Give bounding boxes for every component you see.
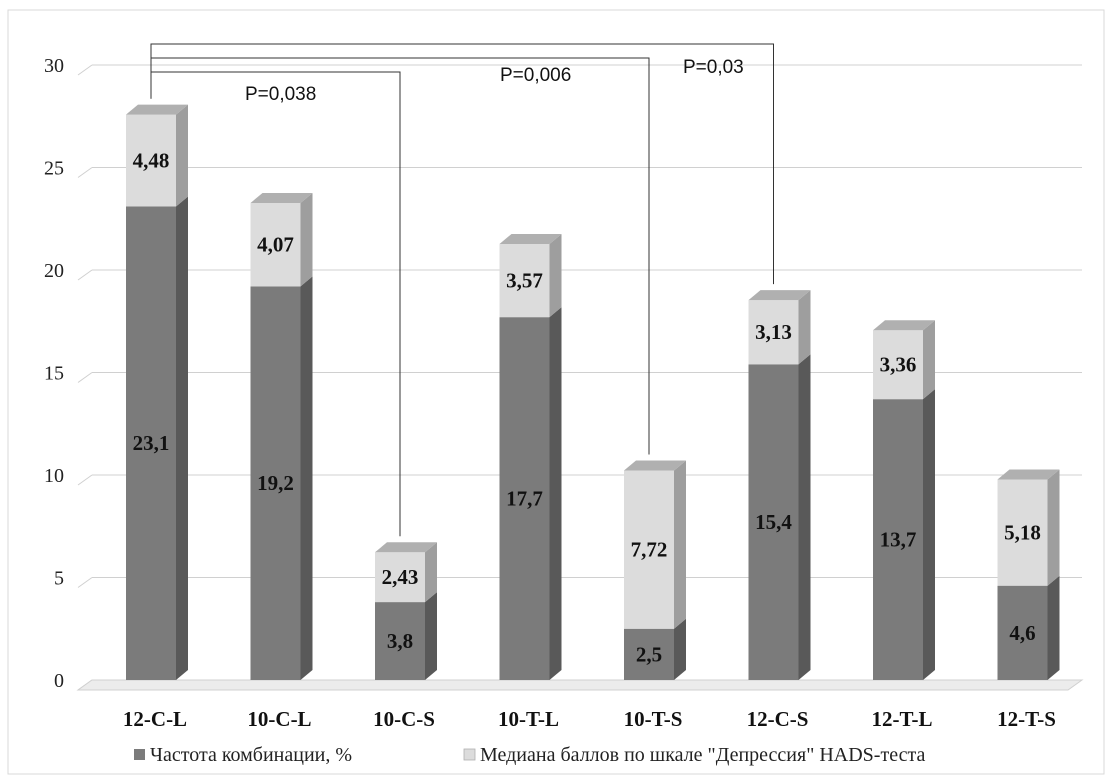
bar-depression-median-side — [425, 542, 437, 603]
bar-depression-median — [499, 243, 550, 318]
gridline-diagonal — [77, 64, 93, 76]
category-label: 12-C-S — [747, 707, 809, 731]
bar-depression-median-top — [873, 320, 935, 331]
data-label-frequency: 17,7 — [506, 487, 543, 511]
chart-floor — [76, 679, 1084, 691]
p-value-label: P=0,038 — [245, 84, 316, 105]
bar-frequency — [624, 628, 674, 680]
bar-frequency-side — [923, 389, 935, 680]
y-axis-ticks: 0 5 10 15 20 25 30 — [44, 55, 64, 692]
legend-label-depression: Медиана баллов по шкале "Депрессия" HADS… — [480, 744, 925, 766]
significance-bracket — [150, 43, 774, 285]
legend: Частота комбинации, % Медиана баллов по ш… — [134, 744, 925, 766]
data-label-frequency: 15,4 — [755, 510, 792, 534]
floor-plane — [76, 679, 1084, 691]
data-labels: 23,1 4,48 19,2 4,07 3,8 2,43 17,7 3,57 2,5 7,72 15… — [133, 149, 1041, 667]
bar-depression-median-top — [997, 469, 1060, 480]
bar-depression-median — [126, 114, 176, 207]
y-tick-label: 25 — [44, 158, 64, 180]
category-label: 10-T-S — [624, 707, 683, 731]
gridline-diagonal — [77, 372, 93, 383]
bar-depression-median — [748, 300, 799, 365]
bar-depression-median-top — [250, 192, 313, 203]
bar-frequency-side — [549, 307, 562, 680]
bars — [126, 104, 1060, 680]
bar-depression-median-side — [549, 233, 562, 318]
bar-depression-median-side — [176, 104, 188, 207]
category-label: 12-T-S — [997, 707, 1056, 731]
data-label-frequency: 13,7 — [880, 528, 917, 552]
data-label-depression: 3,36 — [880, 353, 917, 377]
bar-depression-median — [873, 330, 923, 400]
bar-frequency — [997, 585, 1048, 680]
y-tick-label: 30 — [44, 55, 64, 77]
legend-swatch-depression — [463, 748, 476, 761]
bar-depression-median — [624, 470, 674, 629]
bar-frequency — [250, 286, 301, 680]
y-tick-label: 15 — [44, 363, 64, 385]
bar-frequency-side — [176, 196, 188, 680]
data-label-frequency: 2,5 — [636, 642, 662, 666]
data-label-frequency: 3,8 — [387, 629, 413, 653]
category-label: 10-C-S — [373, 707, 435, 731]
data-label-depression: 7,72 — [631, 538, 668, 562]
bar-frequency-side — [1047, 575, 1060, 680]
bar-frequency — [126, 206, 176, 680]
bar-depression-median-side — [923, 320, 935, 400]
x-axis-categories: 12-C-L 10-C-L 10-C-S 10-T-L 10-T-S 12-C-S 12-T… — [123, 707, 1056, 731]
data-label-depression: 5,18 — [1004, 521, 1041, 545]
category-label: 12-C-L — [123, 707, 187, 731]
bar-frequency-side — [798, 354, 811, 680]
bar-depression-median-side — [1047, 469, 1060, 586]
bar-depression-median — [250, 202, 301, 287]
data-label-depression: 3,57 — [506, 269, 543, 293]
y-tick-label: 20 — [44, 260, 64, 282]
legend-label-frequency: Частота комбинации, % — [150, 744, 352, 766]
data-label-depression: 4,48 — [133, 149, 170, 173]
bar-depression-median-top — [624, 460, 686, 471]
bar-frequency — [873, 399, 923, 680]
category-label: 12-T-L — [871, 707, 932, 731]
bar-depression-median-top — [748, 290, 811, 301]
bar-frequency — [375, 602, 425, 680]
data-label-depression: 3,13 — [755, 320, 792, 344]
legend-swatch-frequency — [134, 749, 145, 760]
p-value-label: P=0,03 — [683, 57, 744, 78]
bar-depression-median-top — [375, 542, 437, 553]
bar-frequency-side — [300, 276, 313, 680]
gridline-diagonal — [77, 167, 93, 178]
data-label-depression: 2,43 — [382, 565, 419, 589]
bar-depression-median-side — [798, 290, 811, 365]
gridline-diagonal — [77, 269, 93, 281]
bar-depression-median-top — [499, 233, 562, 244]
y-tick-label: 10 — [44, 465, 64, 487]
bar-depression-median-top — [126, 104, 188, 115]
data-label-frequency: 19,2 — [257, 471, 294, 495]
bar-depression-median-side — [674, 460, 686, 629]
data-label-frequency: 23,1 — [133, 431, 170, 455]
bar-frequency-side — [674, 618, 686, 680]
y-tick-label: 0 — [54, 670, 64, 692]
bar-depression-median-side — [300, 192, 313, 287]
bar-depression-median — [375, 552, 425, 603]
bar-frequency — [748, 364, 799, 680]
significance-brackets: P=0,038 P=0,006 P=0,03 — [150, 43, 774, 537]
gridline-diagonal — [77, 577, 93, 588]
p-value-label: P=0,006 — [500, 65, 571, 86]
y-tick-label: 5 — [54, 568, 64, 590]
category-label: 10-C-L — [247, 707, 311, 731]
category-label: 10-T-L — [498, 707, 559, 731]
bar-frequency — [499, 317, 550, 680]
data-label-frequency: 4,6 — [1009, 621, 1035, 645]
gridline-diagonal — [77, 474, 93, 486]
bar-depression-median — [997, 479, 1048, 586]
data-label-depression: 4,07 — [257, 233, 294, 257]
bar-frequency-side — [425, 592, 437, 680]
